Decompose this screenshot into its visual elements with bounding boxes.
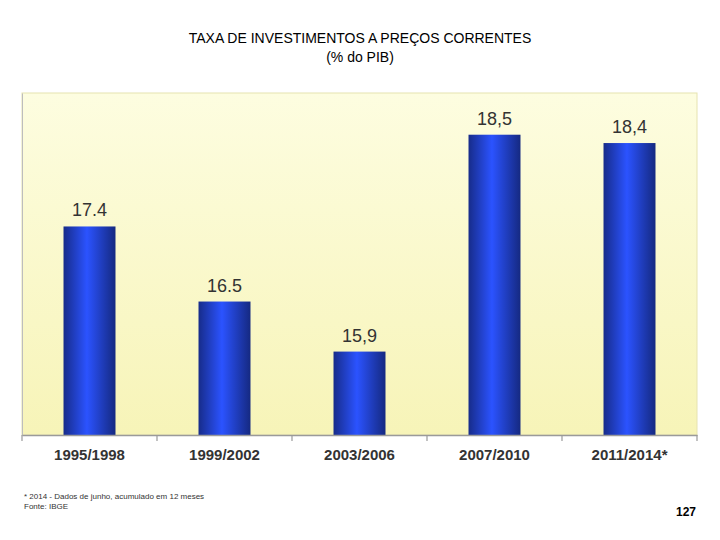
x-tick: 1999/2002	[189, 435, 260, 463]
bar	[334, 352, 386, 435]
x-tick-label: 1999/2002	[189, 446, 260, 463]
category-separator	[696, 435, 697, 441]
x-tick: 2003/2006	[324, 435, 395, 463]
plot-background	[22, 93, 697, 435]
data-label: 15,9	[342, 326, 377, 346]
subtitle: (% do PIB)	[326, 49, 394, 65]
x-axis: 1995/1998 1999/2002 2003/2006 2007/2010 2011…	[23, 435, 698, 463]
x-axis-line	[23, 435, 698, 437]
category-separator	[21, 435, 22, 441]
x-tick-label: 2007/2010	[459, 446, 530, 463]
chart: 1995/1998 1999/2002 2003/2006 2007/2010 2011…	[0, 0, 720, 540]
separators	[22, 435, 697, 441]
x-tick: 2007/2010	[459, 435, 530, 463]
bar	[64, 226, 116, 435]
y-axis	[22, 94, 23, 436]
category-separator	[426, 435, 427, 441]
x-tick: 2011/2014*	[592, 435, 668, 463]
bar	[469, 135, 521, 435]
data-label: 16.5	[207, 276, 242, 296]
x-tick-label: 2011/2014*	[592, 446, 668, 463]
y-axis-line	[22, 94, 23, 436]
category-separator	[561, 435, 562, 441]
bar	[199, 302, 251, 435]
data-label: 17.4	[72, 200, 107, 220]
footnote: * 2014 - Dados de junho, acumulado em 12…	[24, 492, 204, 501]
data-label: 18,5	[477, 109, 512, 129]
bars	[64, 135, 656, 435]
category-separator	[156, 435, 157, 441]
data-label: 18,4	[612, 117, 647, 137]
data-labels: 17.4 16.5 15,9 18,5 18,4	[72, 109, 647, 346]
title: TAXA DE INVESTIMENTOS A PREÇOS CORRENTES	[189, 30, 532, 46]
x-tick: 1995/1998	[54, 435, 125, 463]
page-number: 127	[676, 505, 696, 519]
x-tick-label: 1995/1998	[54, 446, 125, 463]
bar	[604, 143, 656, 435]
x-tick-label: 2003/2006	[324, 446, 395, 463]
source: Fonte: IBGE	[24, 502, 68, 511]
category-separator	[291, 435, 292, 441]
